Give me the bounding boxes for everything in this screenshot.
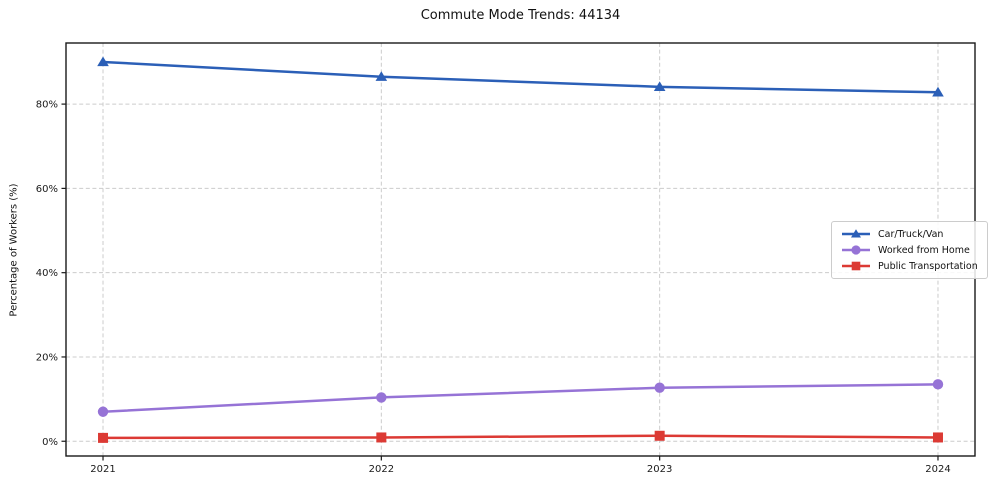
legend-label: Public Transportation (878, 260, 978, 272)
y-tick-label: 0% (42, 437, 58, 448)
data-point-marker (932, 86, 944, 97)
data-point-marker (376, 392, 387, 403)
x-tick-label: 2024 (925, 464, 950, 475)
x-tick-label: 2023 (647, 464, 672, 475)
legend-item-worked-from-home: Worked from Home (841, 244, 978, 256)
data-point-marker (98, 432, 109, 443)
y-tick-label: 20% (36, 352, 58, 363)
legend-item-car-truck-van: Car/Truck/Van (841, 228, 978, 240)
data-point-marker (97, 406, 109, 417)
y-tick-label: 60% (36, 184, 58, 195)
chart-title: Commute Mode Trends: 44134 (420, 8, 621, 23)
x-tick-label: 2022 (369, 464, 394, 475)
data-point-marker (653, 81, 666, 92)
data-point-marker (97, 56, 109, 67)
legend-marker (851, 245, 861, 255)
legend-label: Worked from Home (878, 244, 970, 256)
series-line-car-truck-van (101, 60, 940, 94)
line-circle-icon (842, 245, 870, 255)
data-point-marker (654, 430, 665, 441)
data-point-marker (376, 432, 387, 443)
series-line-worked-from-home (101, 383, 940, 413)
legend-marker (851, 261, 861, 271)
x-tick-label: 2021 (90, 464, 115, 475)
line-square-icon (842, 261, 870, 271)
line-triangle-icon (842, 229, 870, 238)
data-point-marker (654, 382, 665, 393)
series-line-public-transportation (101, 434, 940, 440)
legend-marker (851, 229, 861, 238)
y-tick-label: 80% (36, 100, 58, 111)
data-point-marker (932, 379, 944, 390)
y-tick-label: 40% (36, 268, 58, 279)
legend-item-public-transportation: Public Transportation (841, 260, 978, 272)
legend-label: Car/Truck/Van (878, 228, 944, 240)
data-point-marker (932, 432, 943, 443)
legend: Car/Truck/Van Worked from Home Public Tr… (831, 221, 988, 279)
data-point-marker (375, 71, 388, 81)
